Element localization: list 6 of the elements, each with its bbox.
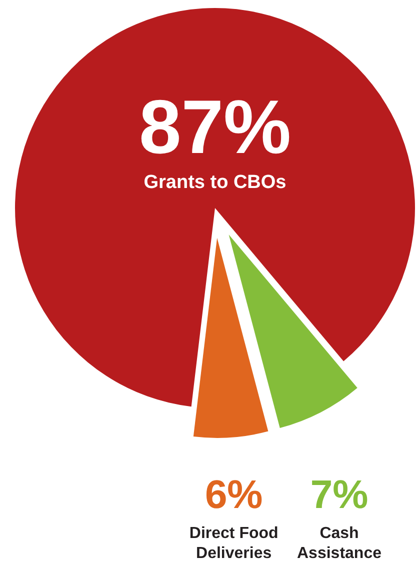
slice-label: Grants to CBOs [144, 172, 286, 193]
data-label: 87% [138, 85, 292, 170]
slice-label: Direct Food Deliveries [189, 525, 278, 562]
data-label: 7% [310, 473, 368, 517]
slice-label: Cash Assistance [297, 525, 382, 562]
data-label: 6% [204, 473, 263, 517]
